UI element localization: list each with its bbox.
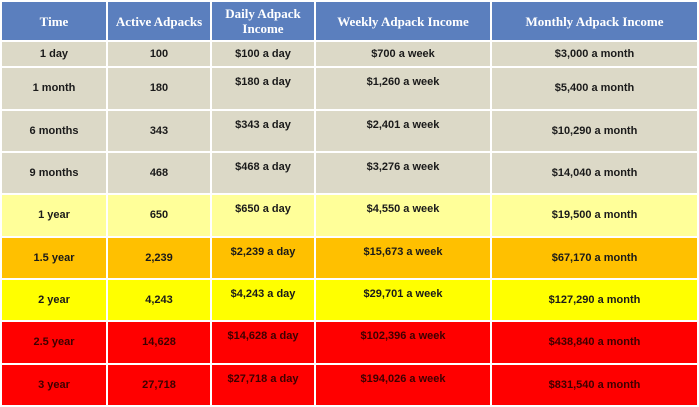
table-row: 3 year 27,718 $27,718 a day $194,026 a w…	[2, 364, 697, 405]
table-row: 1 month 180 $180 a day $1,260 a week $5,…	[2, 68, 697, 109]
cell-weekly: $3,276 a week	[316, 152, 490, 194]
cell-daily: $650 a day	[212, 195, 314, 236]
cell-weekly: $194,026 a week	[316, 364, 490, 405]
cell-adpacks: 650	[108, 195, 210, 236]
cell-monthly: $14,040 a month	[492, 152, 697, 194]
table-row: 6 months 343 $343 a day $2,401 a week $1…	[2, 110, 697, 151]
header-row: Time Active Adpacks Daily Adpack Income …	[2, 2, 697, 40]
cell-time: 1 day	[2, 42, 106, 67]
cell-monthly: $67,170 a month	[492, 237, 697, 278]
cell-weekly: $102,396 a week	[316, 322, 490, 363]
table-row: 2 year 4,243 $4,243 a day $29,701 a week…	[2, 279, 697, 321]
table-row: 2.5 year 14,628 $14,628 a day $102,396 a…	[2, 322, 697, 363]
header-time: Time	[2, 2, 106, 40]
cell-daily: $27,718 a day	[212, 364, 314, 405]
cell-monthly: $831,540 a month	[492, 364, 697, 405]
cell-weekly: $700 a week	[316, 42, 490, 67]
cell-weekly: $15,673 a week	[316, 237, 490, 278]
cell-time: 2.5 year	[2, 322, 106, 363]
cell-monthly: $19,500 a month	[492, 195, 697, 236]
cell-monthly: $3,000 a month	[492, 42, 697, 67]
cell-daily: $343 a day	[212, 110, 314, 151]
cell-weekly: $4,550 a week	[316, 195, 490, 236]
header-daily-income: Daily Adpack Income	[212, 2, 314, 40]
cell-daily: $468 a day	[212, 152, 314, 194]
cell-time: 6 months	[2, 110, 106, 151]
cell-monthly: $5,400 a month	[492, 68, 697, 109]
cell-daily: $14,628 a day	[212, 322, 314, 363]
table-row: 1.5 year 2,239 $2,239 a day $15,673 a we…	[2, 237, 697, 278]
cell-time: 3 year	[2, 364, 106, 405]
cell-monthly: $438,840 a month	[492, 322, 697, 363]
cell-time: 2 year	[2, 279, 106, 321]
cell-time: 1 year	[2, 195, 106, 236]
table-row: 1 day 100 $100 a day $700 a week $3,000 …	[2, 42, 697, 67]
cell-time: 9 months	[2, 152, 106, 194]
cell-weekly: $29,701 a week	[316, 279, 490, 321]
cell-adpacks: 180	[108, 68, 210, 109]
cell-time: 1.5 year	[2, 237, 106, 278]
table-row: 1 year 650 $650 a day $4,550 a week $19,…	[2, 195, 697, 236]
cell-weekly: $1,260 a week	[316, 68, 490, 109]
header-monthly-income: Monthly Adpack Income	[492, 2, 697, 40]
cell-monthly: $10,290 a month	[492, 110, 697, 151]
cell-daily: $180 a day	[212, 68, 314, 109]
cell-adpacks: 100	[108, 42, 210, 67]
header-weekly-income: Weekly Adpack Income	[316, 2, 490, 40]
cell-weekly: $2,401 a week	[316, 110, 490, 151]
cell-adpacks: 468	[108, 152, 210, 194]
cell-adpacks: 343	[108, 110, 210, 151]
cell-daily: $100 a day	[212, 42, 314, 67]
table-row: 9 months 468 $468 a day $3,276 a week $1…	[2, 152, 697, 194]
cell-adpacks: 2,239	[108, 237, 210, 278]
header-active-adpacks: Active Adpacks	[108, 2, 210, 40]
cell-adpacks: 4,243	[108, 279, 210, 321]
cell-monthly: $127,290 a month	[492, 279, 697, 321]
cell-time: 1 month	[2, 68, 106, 109]
cell-daily: $4,243 a day	[212, 279, 314, 321]
cell-daily: $2,239 a day	[212, 237, 314, 278]
cell-adpacks: 14,628	[108, 322, 210, 363]
cell-adpacks: 27,718	[108, 364, 210, 405]
